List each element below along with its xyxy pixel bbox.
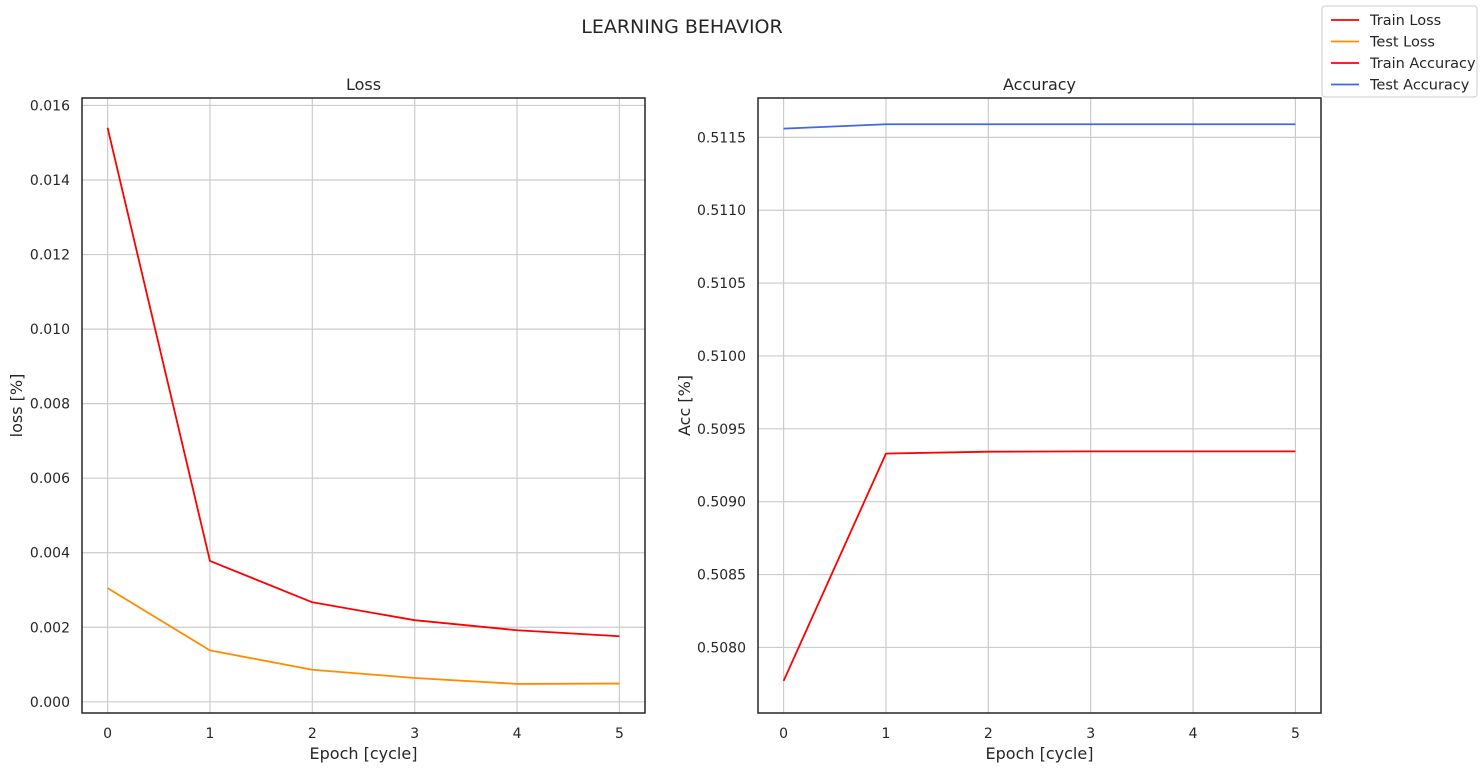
loss-x-tick-label: 0 (103, 726, 112, 742)
legend: Train Loss Test Loss Train Accuracy Test Ac… (1321, 5, 1478, 98)
accuracy-y-tick-label: 0.5105 (697, 276, 746, 292)
loss-y-tick-label: 0.000 (30, 695, 70, 711)
loss-y-tick-label: 0.012 (30, 248, 70, 264)
accuracy-x-axis-label: Epoch [cycle] (986, 744, 1094, 763)
accuracy-x-tick-label: 5 (1291, 726, 1300, 742)
accuracy-y-tick-label: 0.5095 (697, 422, 746, 438)
loss-grid (82, 98, 645, 713)
accuracy-plot-frame (757, 97, 1322, 714)
accuracy-grid (758, 98, 1321, 713)
loss-series-train-loss (106, 127, 620, 638)
accuracy-series-test-accuracy (783, 123, 1296, 130)
accuracy-x-tick-label: 1 (881, 726, 890, 742)
loss-lines (106, 127, 620, 685)
accuracy-x-tick-label: 3 (1086, 726, 1095, 742)
accuracy-y-tick-label: 0.5100 (697, 349, 746, 365)
loss-y-tick-label: 0.002 (30, 620, 70, 636)
loss-x-tick-label: 2 (308, 726, 317, 742)
loss-y-axis-label: loss [%] (7, 374, 26, 438)
loss-y-tick-label: 0.006 (30, 471, 70, 487)
loss-y-ticks: 0.000 0.002 0.004 0.006 0.008 0.010 0.012 0.014… (30, 98, 70, 710)
accuracy-y-tick-label: 0.5085 (697, 568, 746, 584)
accuracy-x-ticks: 0 1 2 3 4 5 (779, 726, 1300, 742)
accuracy-x-tick-label: 0 (779, 726, 788, 742)
accuracy-series-train-accuracy (782, 450, 1296, 682)
loss-x-tick-label: 4 (513, 726, 522, 742)
accuracy-chart-title: Accuracy (1003, 75, 1076, 94)
accuracy-x-tick-label: 4 (1189, 726, 1198, 742)
figure-title: LEARNING BEHAVIOR (581, 16, 782, 38)
legend-label: Test Loss (1369, 35, 1435, 51)
loss-y-tick-label: 0.008 (30, 397, 70, 413)
loss-x-tick-label: 5 (615, 726, 624, 742)
accuracy-y-tick-label: 0.5080 (697, 640, 746, 656)
legend-box (1321, 5, 1478, 98)
legend-label: Train Loss (1369, 13, 1441, 29)
loss-plot-frame (81, 97, 646, 714)
loss-chart-title: Loss (346, 75, 381, 94)
loss-x-ticks: 0 1 2 3 4 5 (103, 726, 624, 742)
legend-label: Train Accuracy (1369, 56, 1476, 72)
legend-label: Test Accuracy (1369, 78, 1470, 94)
loss-y-tick-label: 0.016 (30, 98, 70, 114)
loss-y-tick-label: 0.004 (30, 546, 70, 562)
loss-x-tick-label: 1 (205, 726, 214, 742)
accuracy-lines (782, 123, 1296, 682)
accuracy-y-axis-label: Acc [%] (675, 375, 694, 436)
loss-x-axis-label: Epoch [cycle] (310, 744, 418, 763)
accuracy-y-ticks: 0.5080 0.5085 0.5090 0.5095 0.5100 0.5105 0.51… (697, 130, 746, 656)
accuracy-y-tick-label: 0.5115 (697, 130, 746, 146)
accuracy-x-tick-label: 2 (984, 726, 993, 742)
loss-y-tick-label: 0.014 (30, 173, 70, 189)
loss-x-tick-label: 3 (410, 726, 419, 742)
accuracy-y-tick-label: 0.5090 (697, 495, 746, 511)
accuracy-y-tick-label: 0.5110 (697, 203, 746, 219)
loss-series-test-loss (107, 587, 620, 685)
loss-y-tick-label: 0.010 (30, 322, 70, 338)
